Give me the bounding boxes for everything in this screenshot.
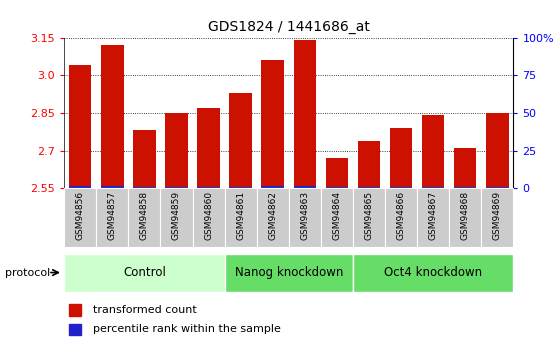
Bar	[101, 46, 123, 188]
FancyBboxPatch shape	[353, 188, 385, 247]
Bar	[390, 128, 412, 188]
FancyBboxPatch shape	[417, 188, 449, 247]
FancyBboxPatch shape	[385, 188, 417, 247]
FancyBboxPatch shape	[224, 188, 257, 247]
Bar	[69, 324, 81, 335]
Text: GSM94861: GSM94861	[236, 191, 245, 240]
Bar	[198, 187, 220, 188]
Bar	[198, 108, 220, 188]
Bar	[165, 113, 187, 188]
Bar	[422, 116, 444, 188]
Text: GSM94863: GSM94863	[300, 191, 309, 240]
Bar	[229, 93, 252, 188]
Text: GSM94866: GSM94866	[397, 191, 406, 240]
FancyBboxPatch shape	[353, 254, 513, 292]
Text: GSM94869: GSM94869	[493, 191, 502, 240]
Bar	[454, 148, 477, 188]
FancyBboxPatch shape	[97, 188, 128, 247]
FancyBboxPatch shape	[224, 254, 353, 292]
FancyBboxPatch shape	[321, 188, 353, 247]
Text: GSM94865: GSM94865	[364, 191, 373, 240]
Bar	[294, 40, 316, 188]
FancyBboxPatch shape	[161, 188, 193, 247]
Text: Control: Control	[123, 266, 166, 279]
Bar	[390, 187, 412, 188]
Text: transformed count: transformed count	[93, 305, 197, 315]
Bar	[358, 187, 380, 188]
FancyBboxPatch shape	[64, 188, 97, 247]
Bar	[165, 187, 187, 188]
FancyBboxPatch shape	[193, 188, 224, 247]
FancyBboxPatch shape	[449, 188, 481, 247]
Text: GSM94862: GSM94862	[268, 191, 277, 240]
Text: percentile rank within the sample: percentile rank within the sample	[93, 324, 281, 334]
Title: GDS1824 / 1441686_at: GDS1824 / 1441686_at	[208, 20, 370, 34]
Text: GSM94864: GSM94864	[333, 191, 341, 240]
Bar	[133, 130, 156, 188]
Bar	[422, 187, 444, 188]
FancyBboxPatch shape	[289, 188, 321, 247]
Bar	[229, 187, 252, 188]
Text: Oct4 knockdown: Oct4 knockdown	[384, 266, 482, 279]
Text: protocol: protocol	[5, 268, 50, 277]
Bar	[101, 186, 123, 188]
Bar	[69, 66, 92, 188]
Text: GSM94859: GSM94859	[172, 191, 181, 240]
Text: GSM94858: GSM94858	[140, 191, 149, 240]
Bar	[133, 187, 156, 188]
Bar	[358, 140, 380, 188]
Bar	[69, 304, 81, 316]
Bar	[486, 187, 508, 188]
Text: GSM94856: GSM94856	[76, 191, 85, 240]
Bar	[262, 60, 284, 188]
FancyBboxPatch shape	[64, 254, 224, 292]
FancyBboxPatch shape	[257, 188, 289, 247]
Bar	[69, 186, 92, 188]
Text: GSM94867: GSM94867	[429, 191, 437, 240]
FancyBboxPatch shape	[481, 188, 513, 247]
Text: GSM94860: GSM94860	[204, 191, 213, 240]
Bar	[454, 187, 477, 188]
Bar	[294, 186, 316, 188]
Bar	[326, 187, 348, 188]
Bar	[326, 158, 348, 188]
Bar	[262, 186, 284, 188]
FancyBboxPatch shape	[128, 188, 161, 247]
Text: Nanog knockdown: Nanog knockdown	[234, 266, 343, 279]
Bar	[486, 113, 508, 188]
Text: GSM94857: GSM94857	[108, 191, 117, 240]
Text: GSM94868: GSM94868	[461, 191, 470, 240]
